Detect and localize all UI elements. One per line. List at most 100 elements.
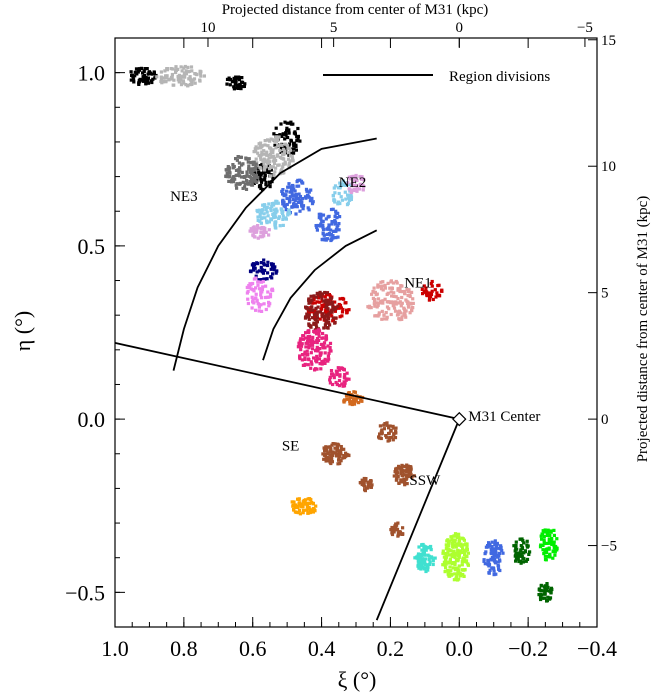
scatter-point: [447, 548, 451, 552]
scatter-point: [420, 548, 424, 552]
scatter-point: [304, 315, 308, 319]
scatter-point: [328, 445, 332, 449]
scatter-point: [328, 375, 332, 379]
scatter-point: [246, 297, 250, 301]
scatter-point: [297, 197, 301, 201]
scatter-point: [454, 551, 458, 555]
scatter-point: [319, 224, 323, 228]
scatter-point: [447, 543, 451, 547]
scatter-point: [235, 186, 239, 190]
scatter-point: [380, 309, 384, 313]
scatter-point: [266, 263, 270, 268]
scatter-point: [272, 215, 276, 219]
scatter-point: [336, 366, 340, 370]
scatter-point: [313, 509, 317, 513]
scatter-point: [235, 158, 239, 162]
scatter-point: [406, 305, 411, 309]
scatter-point: [450, 541, 454, 545]
scatter-point: [253, 235, 257, 239]
scatter-point: [309, 366, 313, 370]
scatter-point: [429, 295, 433, 299]
scatter-point: [231, 163, 235, 167]
scatter-point: [274, 211, 278, 215]
scatter-point: [399, 284, 403, 288]
scatter-point: [450, 572, 454, 576]
scatter-point: [543, 596, 547, 600]
scatter-point: [266, 271, 270, 275]
scatter-point: [193, 72, 197, 76]
scatter-point: [404, 473, 408, 477]
scatter-point: [333, 309, 337, 313]
scatter-point: [286, 212, 290, 216]
scatter-point: [236, 86, 240, 90]
scatter-point: [346, 196, 350, 200]
scatter-point: [280, 134, 284, 138]
scatter-point: [290, 192, 294, 197]
scatter-point: [182, 66, 186, 70]
scatter-point: [320, 362, 324, 366]
scatter-point: [465, 545, 469, 549]
scatter-point: [327, 299, 331, 303]
scatter-point: [260, 290, 264, 294]
scatter-point: [331, 318, 335, 322]
scatter-point: [294, 212, 298, 216]
scatter-point: [337, 443, 341, 447]
scatter-point: [274, 226, 278, 230]
scatter-point: [290, 190, 294, 194]
scatter-point: [396, 474, 400, 479]
scatter-point: [325, 293, 329, 297]
scatter-point: [307, 317, 311, 321]
scatter-point: [253, 171, 257, 175]
scatter-point: [519, 548, 523, 552]
scatter-point: [396, 287, 400, 291]
scatter-point: [312, 313, 317, 317]
scatter-point: [285, 202, 289, 207]
scatter-point: [326, 326, 330, 330]
scatter-point: [399, 470, 403, 474]
scatter-point: [236, 168, 240, 172]
scatter-point: [385, 292, 389, 296]
scatter-point: [298, 209, 302, 213]
scatter-point: [308, 507, 312, 511]
scatter-point: [286, 185, 290, 189]
scatter-point: [245, 179, 249, 183]
scatter-point: [445, 539, 449, 543]
scatter-point: [237, 78, 241, 82]
region-label: SSW: [409, 473, 441, 489]
scatter-point: [519, 544, 523, 548]
scatter-point: [233, 82, 237, 86]
scatter-point: [275, 269, 279, 273]
scatter-point: [275, 201, 279, 205]
scatter-point: [294, 203, 298, 207]
scatter-point: [297, 184, 301, 188]
scatter-point: [350, 190, 354, 194]
scatter-point: [493, 539, 497, 543]
scatter-point: [330, 222, 334, 226]
scatter-point: [249, 161, 253, 165]
scatter-point: [542, 552, 546, 556]
scatter-point: [313, 367, 318, 371]
scatter-point: [283, 120, 287, 124]
scatter-point: [268, 152, 273, 156]
scatter-point: [247, 284, 251, 288]
scatter-point: [487, 560, 491, 564]
scatter-point: [454, 545, 458, 549]
scatter-point: [251, 226, 255, 230]
scatter-point: [276, 153, 280, 157]
scatter-point: [550, 542, 554, 546]
scatter-point: [320, 314, 324, 318]
scatter-point: [270, 276, 274, 280]
scatter-point: [441, 551, 445, 555]
scatter-point: [301, 334, 305, 338]
scatter-point: [162, 79, 166, 83]
scatter-point: [320, 343, 325, 347]
scatter-point: [443, 551, 448, 556]
scatter-point: [537, 587, 541, 591]
scatter-point: [305, 189, 309, 193]
scatter-point: [424, 569, 428, 574]
scatter-point: [403, 464, 407, 469]
scatter-point: [333, 321, 337, 325]
scatter-point: [255, 208, 259, 213]
scatter-point: [547, 537, 551, 541]
scatter-point: [283, 160, 287, 164]
